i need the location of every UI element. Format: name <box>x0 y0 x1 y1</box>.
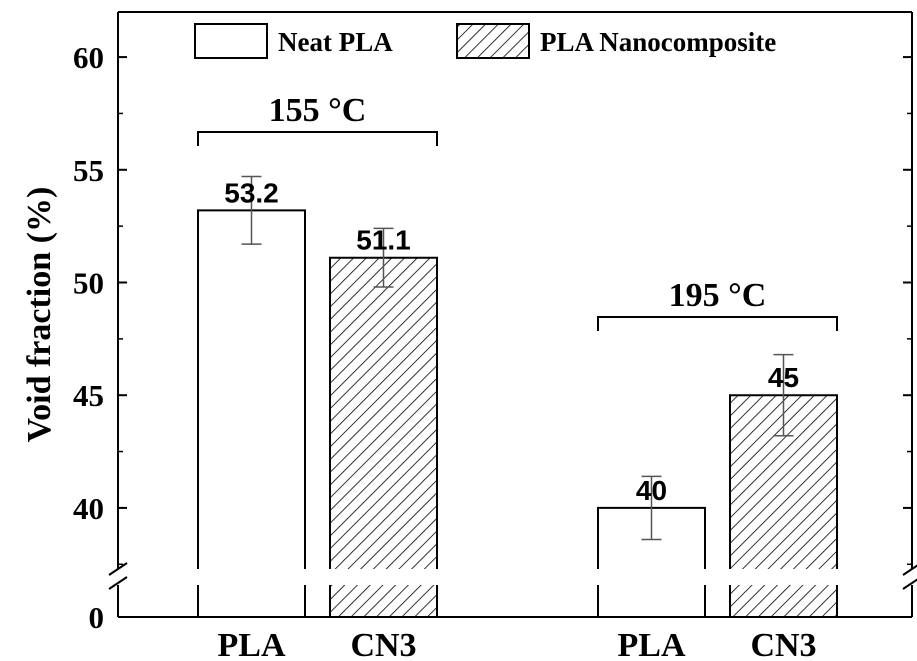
bar-lower <box>330 585 437 617</box>
data-label: 45 <box>768 362 799 393</box>
data-label: 51.1 <box>356 225 411 256</box>
legend-label: Neat PLA <box>278 27 393 57</box>
labels-layer: 0 40 45 50 55 60 Void fraction (%) 53.2 PLA 51.1 C… <box>21 23 838 661</box>
axis-break-mark <box>902 578 917 590</box>
axes-layer <box>108 11 917 618</box>
y-tick-label: 0 <box>89 600 105 635</box>
y-tick-label: 40 <box>73 491 104 526</box>
y-tick-label: 50 <box>73 266 104 301</box>
data-label: 53.2 <box>224 177 279 208</box>
axis-break-mark <box>108 576 128 590</box>
x-tick-label: CN3 <box>350 627 416 661</box>
group-label: 195 °C <box>669 277 767 314</box>
legend-label: PLA Nanocomposite <box>540 27 776 57</box>
axis-break-mark <box>108 562 128 576</box>
y-tick-label: 45 <box>73 378 104 413</box>
x-tick-label: PLA <box>618 627 686 661</box>
x-tick-label: PLA <box>218 627 286 661</box>
group-bracket <box>597 316 838 331</box>
bar <box>198 210 305 569</box>
bar-lower <box>730 585 837 617</box>
y-tick-label: 60 <box>73 40 104 75</box>
legend-swatch <box>194 23 268 59</box>
data-label: 40 <box>636 475 667 506</box>
bar-lower <box>598 585 705 617</box>
bar-lower <box>198 585 305 617</box>
bar <box>330 257 437 569</box>
group-bracket <box>197 131 438 146</box>
bars-layer <box>197 175 838 617</box>
axis-break-mark <box>902 564 917 576</box>
y-axis-label: Void fraction (%) <box>21 187 58 443</box>
x-tick-label: CN3 <box>750 627 816 661</box>
legend-swatch <box>456 23 530 59</box>
y-tick-label: 55 <box>73 153 104 188</box>
group-label: 155 °C <box>269 92 367 129</box>
